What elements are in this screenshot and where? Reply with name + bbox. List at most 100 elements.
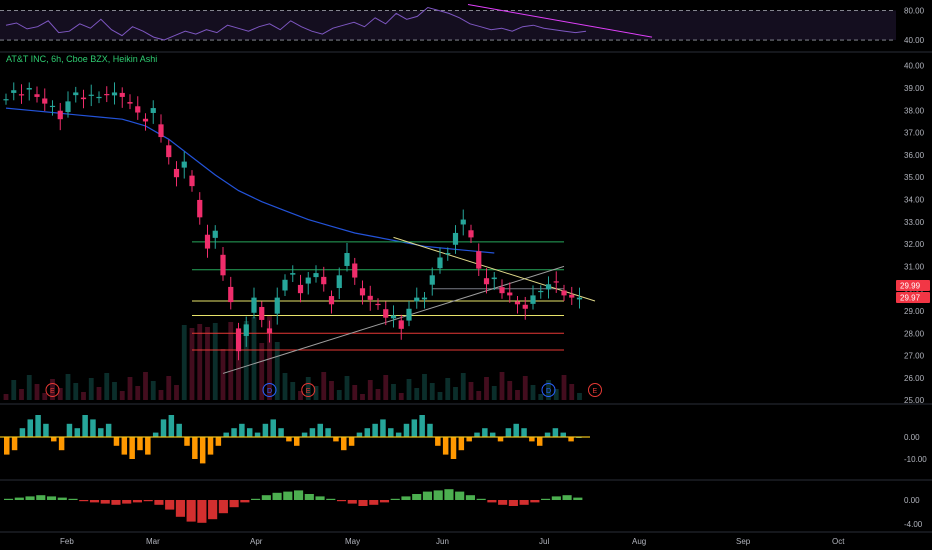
volume-bar	[88, 378, 94, 400]
momentum-bar	[395, 432, 402, 437]
volume-bar	[398, 393, 404, 400]
momentum-bar	[160, 419, 167, 437]
momentum-bar	[168, 415, 175, 437]
volume-bar	[166, 376, 172, 400]
momentum-bar	[35, 415, 41, 437]
volume-bar	[96, 387, 102, 400]
oscillator-bar	[519, 500, 529, 505]
momentum-bar	[121, 437, 128, 455]
volume-bar	[437, 392, 443, 400]
rsi-band-fill	[0, 10, 896, 41]
volume-bar	[197, 324, 203, 400]
volume-bar	[65, 374, 71, 400]
oscillator-bar	[315, 496, 325, 500]
oscillator-bar	[154, 500, 164, 505]
price-tag	[896, 292, 930, 303]
oscillator-bar	[433, 490, 443, 500]
event-marker	[541, 383, 556, 397]
oscillator-bar	[562, 495, 572, 500]
price-axis-tick: 32.00	[904, 240, 925, 249]
volume-bar	[298, 391, 303, 400]
momentum-bar	[411, 419, 418, 437]
volume-bar	[406, 379, 412, 400]
momentum-bar	[105, 423, 112, 437]
candle-body	[359, 288, 366, 296]
oscillator-bar	[218, 500, 228, 514]
volume-bar	[305, 377, 311, 400]
volume-bar	[135, 386, 141, 400]
oscillator-bar	[143, 500, 153, 502]
momentum-bar	[348, 437, 355, 446]
momentum-bar	[482, 428, 488, 437]
candle-body	[561, 290, 567, 296]
momentum-bar	[552, 428, 559, 437]
momentum-bar	[419, 415, 425, 437]
oscillator-bar	[261, 495, 271, 500]
time-axis-tick: Sep	[736, 537, 751, 546]
volume-bar	[468, 382, 474, 400]
momentum-bar	[262, 423, 269, 437]
oscillator-bar	[36, 495, 46, 500]
event-marker	[301, 383, 316, 397]
oscillator-bar	[122, 500, 132, 504]
momentum-bar	[364, 428, 371, 437]
oscillator-axis-tick: -4.00	[904, 520, 923, 529]
oscillator-bar	[487, 500, 497, 503]
volume-bar	[577, 393, 582, 400]
candle-body	[88, 94, 94, 96]
volume-bar	[228, 322, 234, 400]
volume-bar	[119, 391, 125, 400]
volume-bar	[26, 375, 32, 400]
volume-bar	[321, 372, 327, 400]
price-axis-tick: 29.00	[904, 307, 925, 316]
momentum-bar	[505, 428, 512, 437]
candle-body	[352, 263, 358, 278]
momentum-bar	[27, 419, 33, 437]
volume-bar	[484, 377, 489, 400]
candle-body	[11, 90, 17, 93]
time-axis-tick: May	[345, 537, 360, 546]
oscillator-bar	[358, 500, 368, 506]
candle-body	[476, 251, 482, 269]
momentum-bar	[442, 437, 449, 455]
price-axis-tick: 34.00	[904, 196, 925, 205]
momentum-bar	[372, 423, 378, 437]
oscillator-bar	[4, 498, 14, 500]
momentum-bar	[544, 432, 551, 437]
oscillator-bar	[14, 497, 24, 500]
price-axis-tick: 39.00	[904, 84, 925, 93]
momentum-axis-tick: -10.00	[904, 455, 927, 464]
candle-body	[3, 99, 9, 101]
candle-body	[375, 303, 381, 306]
candle-body	[390, 315, 397, 319]
momentum-bar	[199, 437, 206, 464]
candle-body	[235, 328, 242, 352]
momentum-bar	[301, 432, 308, 437]
momentum-bar	[270, 419, 276, 437]
momentum-bar	[176, 423, 182, 437]
volume-bar	[158, 390, 164, 400]
oscillator-bar	[508, 500, 518, 506]
volume-bar	[19, 389, 24, 400]
volume-bar	[313, 386, 319, 400]
oscillator-bar	[132, 500, 143, 503]
volume-bar	[236, 348, 241, 400]
oscillator-bar	[455, 491, 465, 500]
price-axis-tick: 25.00	[904, 396, 925, 405]
candle-body	[119, 92, 125, 97]
volume-bar	[220, 349, 226, 400]
candle-body	[266, 328, 273, 334]
volume-bar	[569, 384, 575, 400]
momentum-bar	[215, 437, 222, 446]
candle-body	[251, 297, 257, 313]
volume-bar	[530, 385, 536, 400]
momentum-bar	[19, 428, 26, 437]
event-marker	[262, 383, 277, 397]
oscillator-axis-tick: 0.00	[904, 496, 920, 505]
momentum-bar	[380, 419, 386, 437]
price-axis-tick: 37.00	[904, 129, 925, 138]
momentum-bar	[239, 423, 245, 437]
event-marker-label: D	[546, 388, 551, 395]
momentum-bar	[11, 437, 18, 451]
